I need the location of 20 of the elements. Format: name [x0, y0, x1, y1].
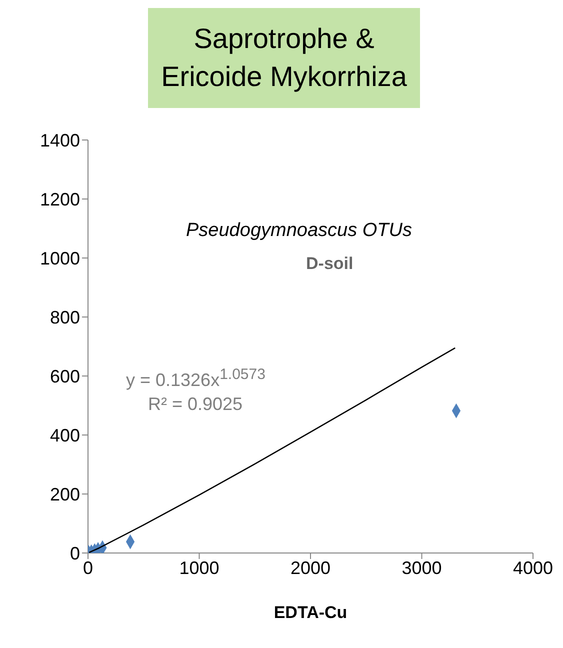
- x-axis-title: EDTA-Cu: [274, 603, 348, 622]
- annotation: Pseudogymnoascus OTUs: [186, 220, 412, 242]
- x-tick-label: 4000: [512, 558, 554, 578]
- y-tick-label: 600: [50, 366, 80, 386]
- y-tick-label: 0: [70, 543, 80, 564]
- y-tick-label: 200: [50, 484, 80, 504]
- chart-title: Saprotrophe & Ericoide Mykorrhiza: [148, 8, 420, 108]
- y-tick-label: 1400: [40, 130, 80, 150]
- annotation: y = 0.1326x$^{1.0573}$: [126, 366, 266, 391]
- x-tick-label: 2000: [290, 558, 331, 578]
- y-tick-label: 1200: [40, 189, 80, 210]
- x-tick-label: 0: [82, 558, 94, 578]
- x-tick-label: 3000: [402, 558, 442, 578]
- line-series: [88, 347, 456, 553]
- y-tick-label: 400: [50, 425, 80, 446]
- x-tick-label: 1000: [179, 558, 220, 578]
- annotation: D-soil: [306, 254, 354, 274]
- y-tick-label: 1000: [40, 248, 80, 268]
- y-tick-label: 800: [50, 307, 80, 328]
- annotation: R² = 0.9025: [148, 394, 243, 415]
